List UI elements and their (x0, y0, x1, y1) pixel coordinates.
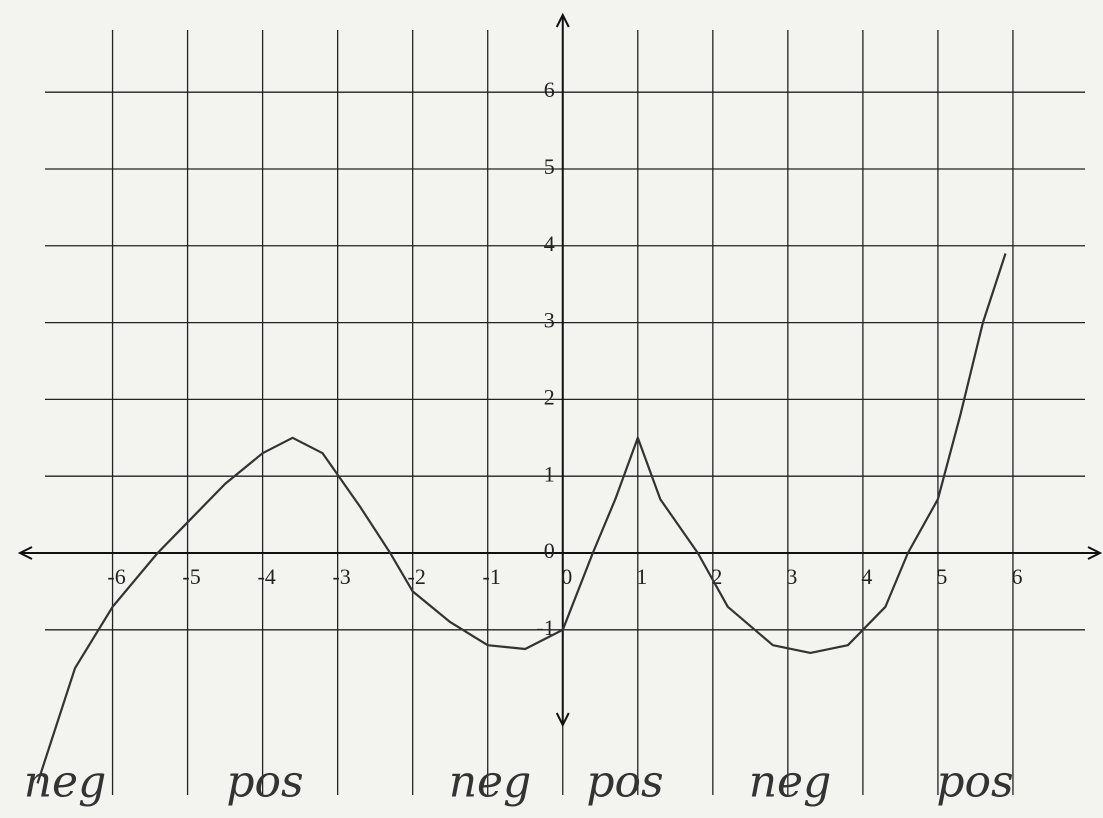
y-tick-label: 2 (544, 384, 555, 409)
x-tick-label: -5 (182, 564, 200, 589)
y-tick-label: 5 (544, 154, 555, 179)
arrow (17, 546, 33, 560)
x-tick-label: 5 (936, 564, 947, 589)
x-tick-label: -3 (332, 564, 350, 589)
x-tick-label: 3 (786, 564, 797, 589)
y-tick-label: -1 (536, 615, 554, 640)
arrow (555, 712, 570, 728)
x-tick-label: 2 (711, 564, 722, 589)
annotation: pos (226, 757, 303, 808)
x-tick-label: -6 (107, 564, 125, 589)
y-tick-label: 4 (544, 231, 555, 256)
annotation: pos (586, 757, 663, 808)
x-tick-label: 1 (636, 564, 647, 589)
arrow (555, 12, 570, 28)
annotation: neg (24, 757, 107, 808)
y-tick-label: 0 (544, 538, 555, 563)
y-tick-label: 1 (544, 461, 555, 486)
x-tick-label: -4 (257, 564, 275, 589)
x-tick-label: 4 (861, 564, 872, 589)
y-tick-label: 6 (544, 77, 555, 102)
y-tick-label: 3 (544, 308, 555, 333)
x-tick-label: 0 (561, 564, 572, 589)
x-tick-label: -1 (483, 564, 501, 589)
annotation: neg (749, 757, 832, 808)
annotation: neg (449, 757, 532, 808)
annotation: pos (936, 757, 1013, 808)
x-tick-label: -2 (408, 564, 426, 589)
curve (36, 253, 1007, 784)
arrow (1087, 546, 1103, 560)
x-tick-label: 6 (1011, 564, 1022, 589)
